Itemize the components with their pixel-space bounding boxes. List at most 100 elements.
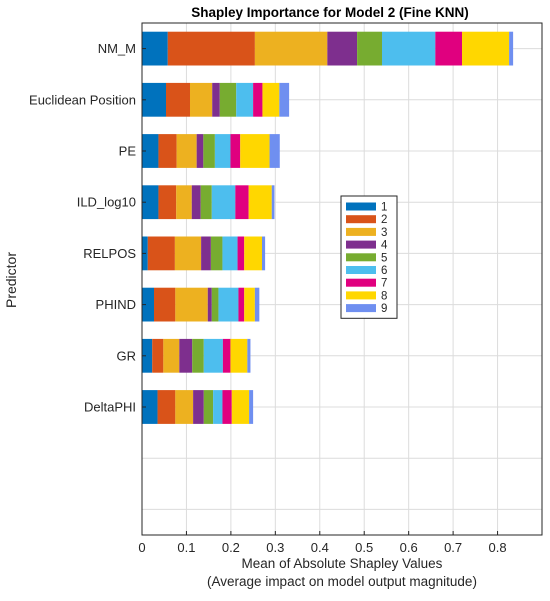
legend-entry-label: 7 bbox=[381, 278, 387, 290]
bar-segment-9 bbox=[269, 134, 280, 168]
bar-segment-8 bbox=[240, 134, 270, 168]
legend-swatch bbox=[346, 278, 376, 287]
plot-frame bbox=[141, 22, 543, 536]
bar-segment-5 bbox=[210, 236, 223, 271]
bar-segment-8 bbox=[248, 185, 272, 220]
bar-segment-7 bbox=[222, 338, 231, 373]
bar-segment-9 bbox=[279, 82, 290, 117]
bar-segment-2 bbox=[167, 31, 255, 66]
bar-segment-2 bbox=[147, 236, 175, 271]
bar-segment-3 bbox=[175, 390, 194, 424]
bar-segment-2 bbox=[158, 185, 177, 220]
x-tick-label: 0.5 bbox=[355, 540, 373, 555]
bar-segment-6 bbox=[203, 338, 223, 373]
x-tick-label: 0.3 bbox=[266, 540, 284, 555]
bar-segment-7 bbox=[253, 82, 263, 117]
bar-segment-8 bbox=[244, 287, 255, 322]
bar-segment-9 bbox=[249, 390, 254, 424]
legend-swatch bbox=[346, 202, 376, 211]
legend-entry-label: 8 bbox=[381, 290, 387, 302]
bar-segment-1 bbox=[142, 31, 168, 66]
bar-segment-3 bbox=[176, 185, 192, 220]
bar-segment-5 bbox=[203, 390, 214, 424]
bar-segment-9 bbox=[254, 287, 260, 322]
y-tick-label: Euclidean Position bbox=[29, 92, 136, 107]
bar-segment-1 bbox=[142, 338, 153, 373]
bar-segment-5 bbox=[357, 31, 382, 66]
bar-segment-4 bbox=[193, 390, 204, 424]
x-tick-label: 0.6 bbox=[400, 540, 418, 555]
x-tick-label: 0.1 bbox=[177, 540, 195, 555]
legend-swatch bbox=[346, 215, 376, 224]
bar-segment-3 bbox=[190, 82, 213, 117]
x-tick-label: 0.4 bbox=[311, 540, 329, 555]
bar-segment-3 bbox=[175, 287, 208, 322]
bar-segment-7 bbox=[435, 31, 462, 66]
bar-segment-7 bbox=[237, 236, 245, 271]
y-tick-label: PE bbox=[119, 144, 137, 159]
bar-segment-8 bbox=[231, 390, 250, 424]
bar-segment-2 bbox=[154, 287, 176, 322]
legend-swatch bbox=[346, 291, 376, 300]
bar-segment-2 bbox=[158, 134, 177, 168]
bar-segment-6 bbox=[236, 82, 254, 117]
bar-segment-7 bbox=[230, 134, 241, 168]
bar-segment-8 bbox=[462, 31, 510, 66]
y-axis-label: Predictor bbox=[3, 252, 19, 308]
bar-segment-9 bbox=[262, 236, 266, 271]
bar-segment-6 bbox=[211, 185, 236, 220]
legend-swatch bbox=[346, 253, 376, 262]
bar-segment-8 bbox=[244, 236, 262, 271]
bar-segment-5 bbox=[203, 134, 215, 168]
bar-segment-3 bbox=[176, 134, 197, 168]
bar-segment-4 bbox=[179, 338, 193, 373]
bar-segment-6 bbox=[382, 31, 436, 66]
legend-swatch bbox=[346, 240, 376, 249]
bar-segment-2 bbox=[166, 82, 190, 117]
y-tick-label: GR bbox=[117, 348, 137, 363]
bar-segment-6 bbox=[218, 287, 239, 322]
bar-segment-2 bbox=[157, 390, 176, 424]
legend-entry-label: 6 bbox=[381, 265, 387, 277]
legend-entry-label: 3 bbox=[381, 227, 387, 239]
bar-segment-2 bbox=[152, 338, 164, 373]
bar-segment-7 bbox=[238, 287, 245, 322]
bar-segment-3 bbox=[254, 31, 328, 66]
legend-swatch bbox=[346, 304, 376, 313]
chart-title: Shapley Importance for Model 2 (Fine KNN… bbox=[191, 5, 469, 20]
y-tick-label: PHIND bbox=[96, 297, 136, 312]
legend-entry-label: 1 bbox=[381, 202, 387, 214]
bar-segment-7 bbox=[222, 390, 232, 424]
legend-entry-label: 9 bbox=[381, 303, 387, 315]
legend-entry-label: 2 bbox=[381, 214, 387, 226]
bar-segment-1 bbox=[142, 287, 154, 322]
bar-segment-4 bbox=[207, 287, 212, 322]
bar-segment-4 bbox=[191, 185, 201, 220]
bar-segment-5 bbox=[219, 82, 237, 117]
bar-segment-4 bbox=[327, 31, 358, 66]
y-tick-label: DeltaPHI bbox=[84, 400, 136, 415]
bar-segment-6 bbox=[222, 236, 238, 271]
bar-segment-8 bbox=[230, 338, 248, 373]
bar-segment-6 bbox=[214, 134, 231, 168]
legend-entry-label: 4 bbox=[381, 240, 388, 252]
bar-segment-8 bbox=[262, 82, 280, 117]
bar-segment-1 bbox=[142, 390, 158, 424]
bar-segment-4 bbox=[196, 134, 204, 168]
bar-segment-5 bbox=[211, 287, 219, 322]
y-tick-label: ILD_log10 bbox=[77, 195, 136, 210]
x-tick-label: 0.8 bbox=[489, 540, 507, 555]
bars-layer bbox=[142, 31, 514, 424]
bar-segment-6 bbox=[213, 390, 223, 424]
bar-segment-1 bbox=[142, 185, 159, 220]
bar-segment-7 bbox=[235, 185, 249, 220]
bar-segment-3 bbox=[163, 338, 180, 373]
y-tick-label: RELPOS bbox=[83, 246, 136, 261]
bar-segment-3 bbox=[174, 236, 202, 271]
bar-segment-9 bbox=[247, 338, 251, 373]
x-axis-label-line1: Mean of Absolute Shapley Values bbox=[242, 556, 443, 571]
bar-segment-1 bbox=[142, 134, 159, 168]
